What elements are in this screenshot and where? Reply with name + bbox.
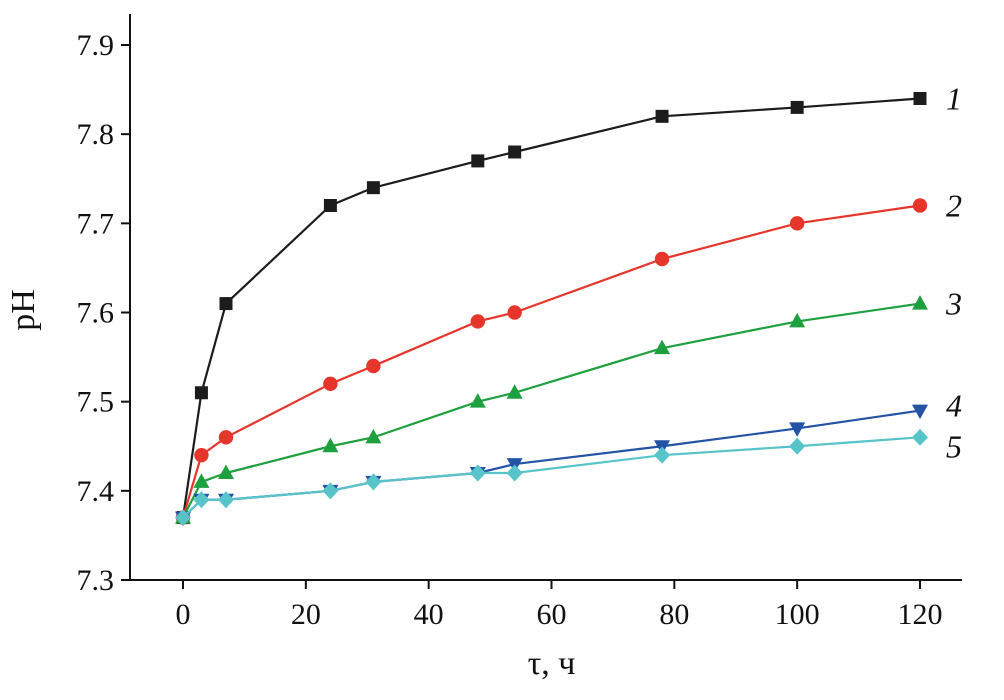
marker-diamond	[217, 491, 234, 509]
x-tick-label: 100	[775, 598, 820, 631]
marker-circle	[218, 430, 234, 445]
y-tick-label: 7.8	[77, 118, 115, 151]
y-axis-title: pH	[5, 289, 42, 331]
marker-diamond	[912, 428, 928, 446]
x-tick-label: 20	[291, 598, 321, 631]
marker-triangle-up	[322, 437, 339, 453]
x-tick-label: 40	[414, 598, 444, 631]
x-tick-label: 80	[659, 598, 689, 631]
series-5: 5	[175, 428, 962, 527]
marker-diamond	[365, 473, 382, 491]
y-tick-label: 7.4	[77, 475, 115, 508]
marker-triangle-up	[506, 384, 523, 399]
x-tick-label: 60	[537, 598, 567, 631]
marker-square	[655, 109, 669, 123]
marker-square	[913, 92, 927, 105]
marker-diamond	[506, 464, 523, 482]
marker-square	[219, 297, 233, 311]
marker-diamond	[469, 464, 486, 482]
series-2: 2	[175, 188, 962, 525]
marker-circle	[507, 305, 522, 320]
marker-square	[366, 181, 380, 195]
marker-triangle-up	[365, 428, 382, 444]
y-tick-label: 7.6	[77, 297, 115, 330]
marker-diamond	[789, 437, 806, 455]
marker-triangle-up	[217, 464, 234, 479]
y-tick-label: 7.3	[77, 564, 115, 597]
x-tick-label: 0	[176, 598, 191, 631]
series-line	[182, 302, 921, 519]
series-label: 5	[946, 428, 962, 464]
series-line	[182, 436, 921, 519]
marker-square	[471, 154, 485, 168]
marker-circle	[470, 314, 485, 329]
marker-square	[790, 100, 804, 114]
marker-triangle-up	[193, 473, 210, 488]
y-tick-label: 7.7	[77, 207, 115, 240]
y-tick-label: 7.5	[77, 386, 115, 419]
marker-circle	[323, 376, 338, 392]
series-line	[181, 204, 921, 518]
marker-diamond	[654, 446, 671, 464]
marker-circle	[789, 216, 805, 231]
series-label: 1	[946, 81, 962, 117]
marker-triangle-down	[912, 404, 928, 420]
marker-circle	[366, 358, 381, 374]
marker-diamond	[193, 491, 210, 509]
y-tick-label: 7.9	[77, 29, 115, 62]
marker-square	[194, 386, 208, 400]
marker-diamond	[175, 509, 191, 527]
series-line	[182, 409, 921, 519]
series-label: 2	[946, 188, 962, 224]
x-axis-title: τ, ч	[528, 645, 576, 682]
marker-triangle-up	[469, 393, 486, 408]
x-tick-label: 120	[898, 598, 943, 631]
marker-circle	[194, 447, 209, 463]
series-line	[181, 97, 921, 518]
marker-circle	[654, 251, 670, 267]
marker-triangle-up	[789, 312, 806, 328]
series-label: 4	[946, 388, 962, 424]
marker-square	[323, 199, 337, 212]
marker-square	[508, 145, 522, 159]
series-label: 3	[945, 286, 962, 322]
marker-triangle-up	[654, 339, 671, 355]
marker-triangle-down	[789, 422, 806, 437]
marker-triangle-up	[912, 295, 928, 310]
marker-circle	[912, 198, 928, 213]
marker-diamond	[322, 482, 339, 500]
series-3: 3	[175, 286, 962, 524]
